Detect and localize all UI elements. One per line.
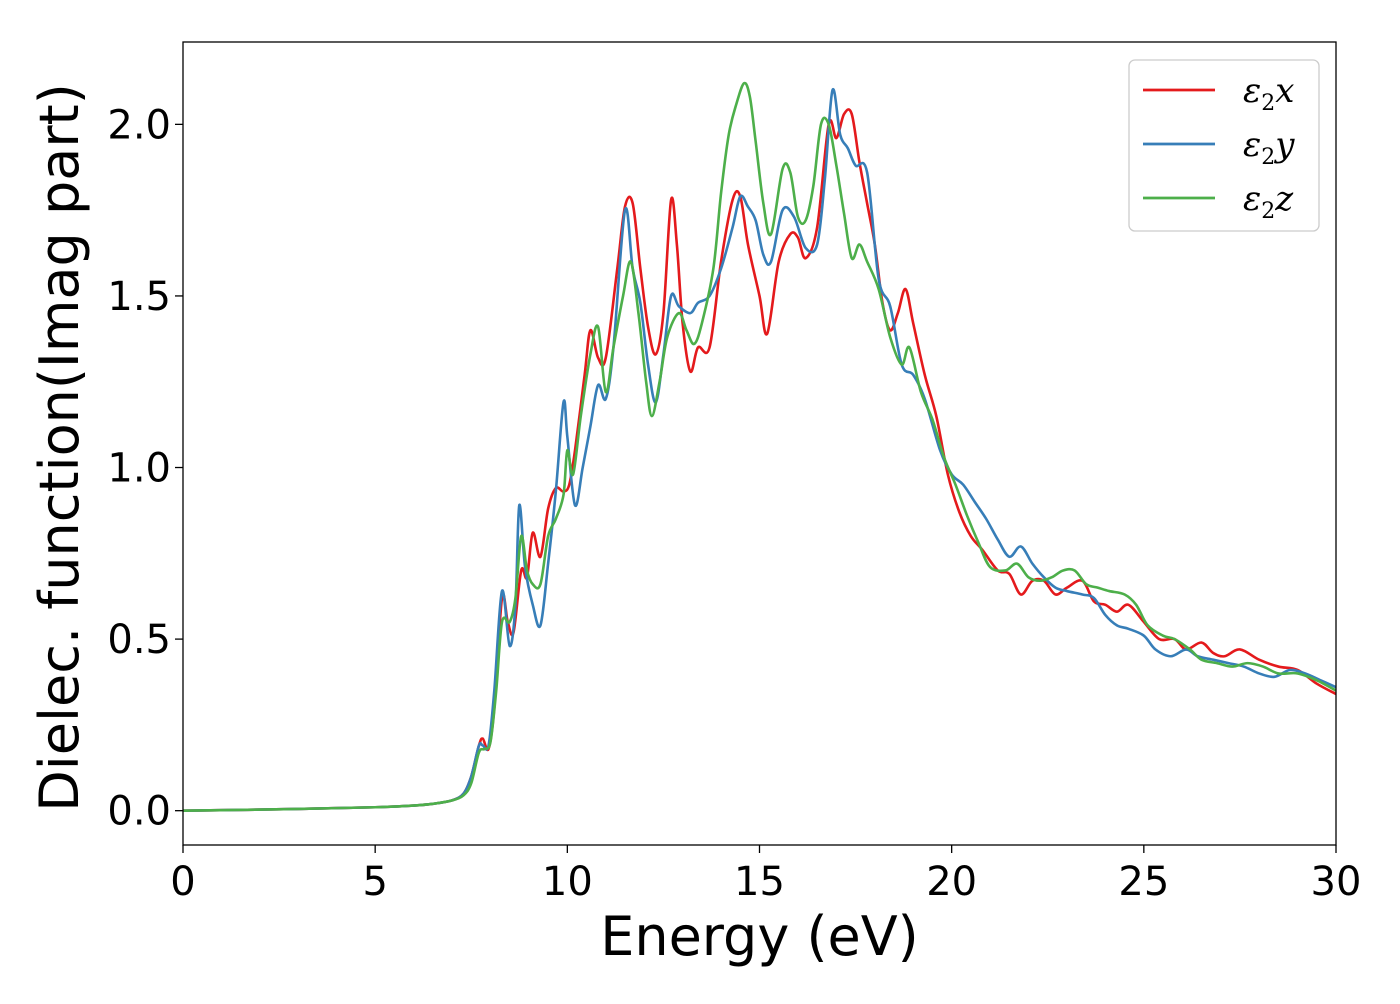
- legend-label-x: ε2x: [1243, 71, 1294, 116]
- series-line-z: [182, 81, 1337, 812]
- legend-label-z: ε2z: [1243, 179, 1294, 224]
- y-tick-label: 1.0: [107, 446, 171, 492]
- legend-label-y: ε2y: [1243, 125, 1295, 170]
- legend-box: [1128, 59, 1320, 232]
- x-tick-label: 20: [926, 859, 977, 905]
- series-layer: [182, 81, 1337, 812]
- y-axis-ticks: 0.0 0.5 1.0 1.5 2.0: [107, 102, 183, 835]
- x-tick-label: 0: [170, 859, 195, 905]
- y-tick-label: 1.5: [107, 274, 171, 320]
- y-tick-label: 2.0: [107, 102, 171, 148]
- y-tick-label: 0.5: [107, 617, 171, 663]
- x-tick-label: 25: [1118, 859, 1169, 905]
- series-line-x: [182, 108, 1337, 812]
- series-line-y: [182, 88, 1337, 812]
- x-axis-label: Energy (eV): [600, 905, 919, 968]
- x-axis-ticks: 0 5 10 15 20 25 30: [170, 845, 1361, 905]
- legend: ε2x ε2y ε2z: [1128, 59, 1320, 232]
- y-tick-label: 0.0: [107, 789, 171, 835]
- x-tick-label: 15: [734, 859, 785, 905]
- x-tick-label: 10: [542, 859, 593, 905]
- x-tick-label: 5: [362, 859, 387, 905]
- y-axis-label: Dielec. function(Imag part): [28, 83, 91, 812]
- x-tick-label: 30: [1311, 859, 1362, 905]
